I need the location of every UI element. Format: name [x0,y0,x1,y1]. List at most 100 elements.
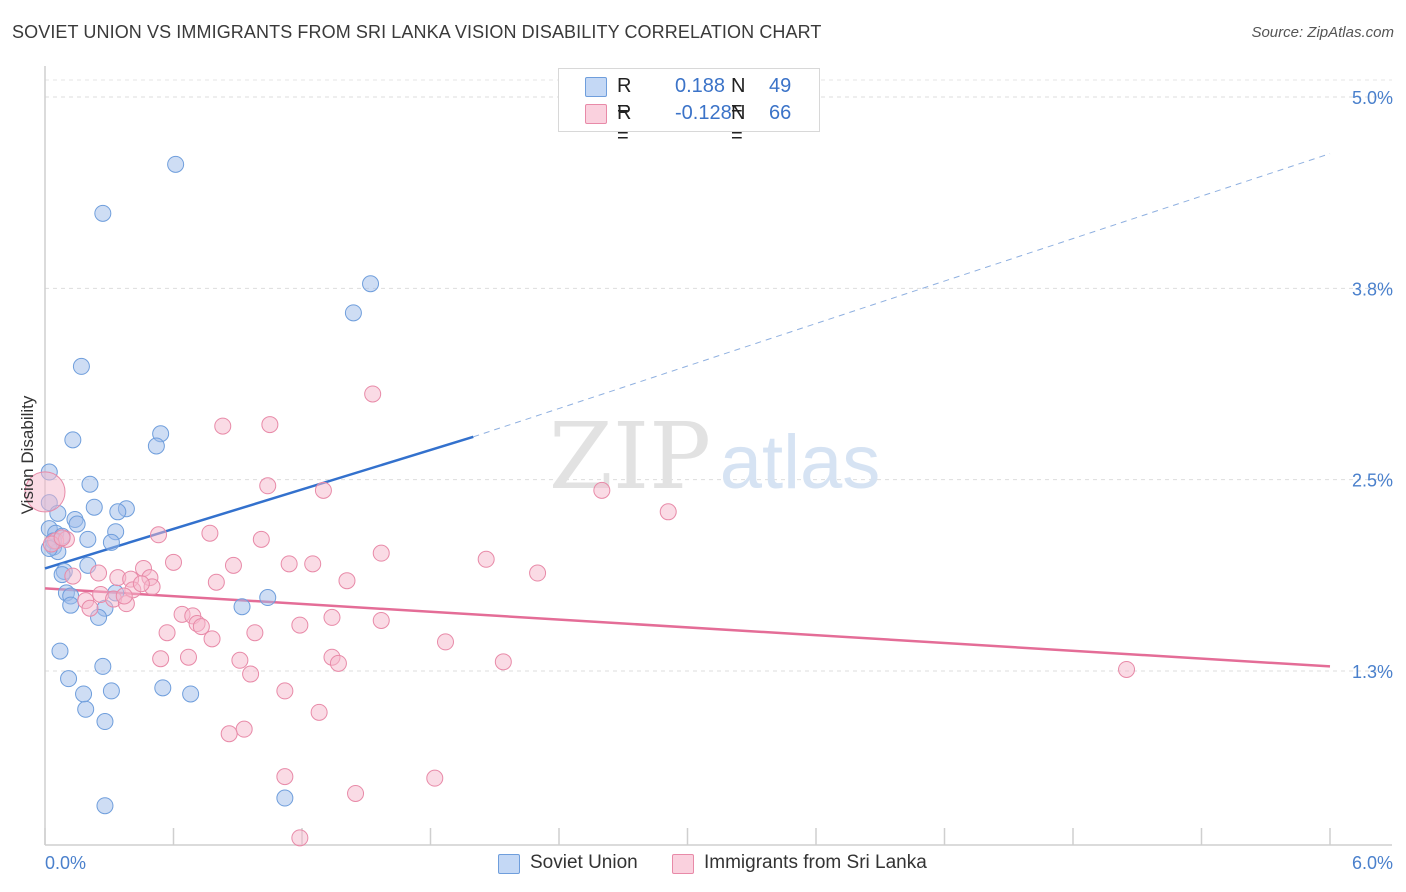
sri-lanka-point [207,573,225,591]
sri-lanka-point [323,608,341,626]
soviet-union-point [94,204,112,222]
sri-lanka-point [158,624,176,642]
soviet-union-point [60,670,78,688]
soviet-union-point [102,533,120,551]
source-label: Source: ZipAtlas.com [1251,24,1394,41]
sri-lanka-point [201,524,219,542]
sri-lanka-point [259,477,277,495]
sri-lanka-point [246,624,264,642]
sri-lanka-trendline [44,587,1331,668]
y-tick-label: 1.3% [1352,662,1393,682]
watermark-zip: ZIP [549,403,711,510]
legend-r-value: 0.188 [675,75,726,97]
soviet-union-point [68,515,86,533]
legend-n-value: 66 [769,102,792,124]
sri-lanka-point [659,503,677,521]
correlation-legend: R = 0.188 N = 49 R = -0.128 N = 66 [558,68,820,147]
soviet-union-point [154,679,172,697]
sri-lanka-point [280,555,298,573]
bottom-legend-label: Immigrants from Sri Lanka [704,852,927,873]
sri-lanka-point [338,572,356,590]
soviet-union-point [81,475,99,493]
soviet-union-point [72,357,90,375]
legend-r-label: R = [617,102,632,147]
sri-lanka-point [304,555,322,573]
legend-n-label: N = [731,75,746,120]
y-tick-label: 3.8% [1352,279,1393,299]
sri-lanka-point [242,665,260,683]
sri-lanka-point [235,720,253,738]
y-axis-label: Vision Disability [18,395,37,515]
y-tick-label: 2.5% [1352,471,1393,491]
soviet-union-point [362,275,380,293]
sri-lanka-point [261,416,279,434]
soviet-union-point [79,530,97,548]
sri-lanka-point [203,630,221,648]
sri-lanka-point [179,648,197,666]
soviet-union-point [77,700,95,718]
watermark-atlas: atlas [720,420,881,505]
sri-lanka-point [593,481,611,499]
sri-lanka-point [150,526,168,544]
sri-lanka-point [24,471,66,513]
legend-swatch-sri-lanka [585,104,607,124]
bottom-legend-label: Soviet Union [530,852,638,873]
soviet-union-point [344,304,362,322]
sri-lanka-point [494,653,512,671]
chart-title: SOVIET UNION VS IMMIGRANTS FROM SRI LANK… [12,22,822,42]
sri-lanka-point [224,556,242,574]
sri-lanka-point [310,703,328,721]
grid-lines [45,79,1392,672]
sri-lanka-point [152,650,170,668]
soviet-union-point [62,596,80,614]
soviet-union-point [259,589,277,607]
sri-lanka-point [329,654,347,672]
watermark: ZIP atlas [549,403,880,510]
sri-lanka-point [220,725,238,743]
sri-lanka-point [231,651,249,669]
legend-swatch-soviet-union [585,77,607,97]
sri-lanka-point [165,553,182,571]
sri-lanka-point [214,417,232,435]
soviet-union-point [85,498,103,516]
bottom-legend-swatch-sri-lanka [672,854,694,874]
sri-lanka-point [115,587,133,605]
soviet-union-point [102,682,120,700]
sri-lanka-point [291,616,309,634]
x-tick-label: 6.0% [1352,853,1393,873]
sri-lanka-point [364,385,382,403]
sri-lanka-point [477,550,495,568]
soviet-union-point [51,642,69,660]
sri-lanka-point [276,768,294,786]
sri-lanka-point [1118,660,1136,678]
sri-lanka-point [529,564,547,582]
soviet-union-point [75,685,93,703]
sri-lanka-point [81,599,99,617]
sri-lanka-point [90,564,108,582]
legend-n-value: 49 [769,75,792,97]
soviet-union-point [147,437,165,455]
sri-lanka-point [276,682,294,700]
axes [44,66,1392,846]
sri-lanka-point [426,769,444,787]
bottom-legend-swatch-soviet-union [498,854,520,874]
sri-lanka-point [64,567,82,585]
soviet-union-point [94,657,112,675]
data-points [24,155,1136,847]
sri-lanka-point [252,530,270,548]
soviet-union-point [64,431,82,449]
x-tick-label: 0.0% [45,853,86,873]
soviet-union-point [96,713,114,731]
sri-lanka-point [132,575,150,593]
sri-lanka-point [372,611,390,629]
sri-lanka-point [53,529,71,547]
sri-lanka-point [347,784,365,802]
sri-lanka-point [291,829,309,847]
soviet-union-point [182,685,200,703]
soviet-union-point [96,797,114,815]
soviet-union-point [276,789,294,807]
sri-lanka-point [372,544,390,562]
soviet-union-point [109,503,127,521]
y-tick-label: 5.0% [1352,88,1393,108]
